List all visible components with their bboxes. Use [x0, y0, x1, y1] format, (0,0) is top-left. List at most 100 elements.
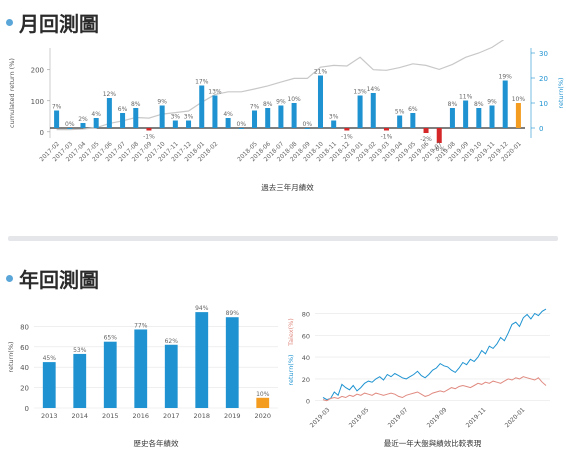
- left-axis-label: cumulated return (%): [8, 58, 16, 128]
- monthly-bar: [291, 103, 297, 128]
- bar-value-label: 12%: [103, 91, 117, 98]
- x-tick-label: 2016: [132, 412, 149, 420]
- bar-value-label: 21%: [314, 69, 328, 76]
- x-tick-label: 2013: [41, 412, 58, 420]
- bar-value-label: 6%: [408, 106, 418, 113]
- monthly-bar: [146, 128, 152, 131]
- bar-value-label: 94%: [195, 305, 209, 312]
- monthly-bar: [502, 80, 508, 128]
- left-tick-label: 200: [31, 67, 44, 75]
- bar-value-label: 45%: [43, 355, 57, 362]
- bar-value-label: 5%: [395, 109, 405, 116]
- right-tick-label: 30: [539, 50, 548, 58]
- monthly-bar: [159, 105, 165, 128]
- bar-value-label: 9%: [157, 99, 167, 106]
- y-axis-label-return: return(%): [287, 354, 295, 385]
- cumulative-return-line: [56, 40, 505, 131]
- bar-value-label: 3%: [184, 114, 194, 121]
- monthly-bar: [397, 115, 403, 128]
- monthly-bar: [172, 120, 178, 128]
- bar-value-label: 11%: [459, 94, 473, 101]
- bar-value-label: 10%: [287, 96, 301, 103]
- taiex-line: [322, 376, 547, 402]
- yearly-bar: [134, 329, 148, 408]
- x-tick-label: 2019-11: [465, 406, 488, 429]
- monthly-bar: [238, 128, 244, 129]
- bar-value-label: 13%: [353, 89, 367, 96]
- yearly-bar: [256, 397, 270, 408]
- bar-value-label: 65%: [104, 335, 118, 342]
- x-axis-label: 最近一年大盤與績效比較表現: [384, 438, 482, 448]
- bar-value-label: 77%: [134, 322, 148, 329]
- y-axis-label-taiex: Taiex(%): [287, 318, 295, 347]
- right-axis-label: return(%): [557, 77, 565, 108]
- monthly-bar: [463, 100, 469, 128]
- bar-value-label: 13%: [208, 89, 222, 96]
- x-tick-label: 2019-03: [309, 406, 332, 429]
- monthly-bar: [357, 95, 363, 128]
- monthly-bar: [344, 128, 350, 131]
- bar-value-label: 8%: [448, 101, 458, 108]
- bar-value-label: 0%: [65, 121, 75, 128]
- monthly-bar: [54, 110, 60, 128]
- yearly-performance-chart: 0 20 40 60 80 return(%) 45% 2013 53% 2014 65% 2015 7…: [7, 305, 278, 448]
- monthly-bar: [370, 93, 376, 128]
- left-tick-label: 100: [31, 98, 44, 106]
- yearly-bar: [42, 362, 56, 408]
- bar-value-label: -1%: [381, 134, 393, 141]
- monthly-bar: [186, 120, 192, 128]
- x-tick-label: 2019-09: [426, 406, 449, 429]
- y-tick-label: 80: [20, 323, 29, 331]
- section-divider: [8, 236, 558, 241]
- yearly-bar: [73, 353, 87, 408]
- right-tick-label: 0: [539, 125, 543, 133]
- bar-value-label: -1%: [341, 134, 353, 141]
- monthly-bar: [436, 128, 442, 143]
- yearly-title: 年回測圖: [19, 268, 99, 292]
- monthly-bar: [410, 113, 416, 128]
- right-tick-label: 20: [539, 75, 548, 83]
- x-axis-label: 過去三年月績效: [261, 182, 314, 192]
- bar-value-label: 8%: [474, 101, 484, 108]
- bar-value-label: 8%: [131, 101, 141, 108]
- bar-value-label: 3%: [329, 114, 339, 121]
- monthly-bar: [212, 95, 218, 128]
- monthly-title: 月回測圖: [19, 12, 99, 36]
- monthly-bar: [278, 105, 284, 128]
- monthly-bar: [120, 113, 126, 128]
- yearly-bar: [164, 344, 178, 408]
- return-line: [322, 308, 547, 401]
- bar-value-label: 2%: [78, 116, 88, 123]
- y-tick-label: 40: [302, 354, 310, 362]
- y-tick-label: 40: [20, 364, 29, 372]
- yearly-bar: [195, 312, 209, 408]
- monthly-bar: [383, 128, 389, 131]
- bar-value-label: 3%: [171, 114, 181, 121]
- x-tick-label: 2015: [102, 412, 119, 420]
- x-axis-label: 歷史各年績效: [134, 438, 179, 448]
- monthly-bar: [80, 123, 86, 128]
- bar-value-label: 7%: [52, 104, 62, 111]
- x-tick-label: 2019-05: [348, 406, 371, 429]
- bar-value-label: 6%: [118, 106, 128, 113]
- bar-value-label: 9%: [487, 99, 497, 106]
- x-tick-label: 2014: [71, 412, 88, 420]
- x-tick-label: 2018: [193, 412, 210, 420]
- yearly-section-title: 年回測圖: [6, 264, 99, 293]
- bar-value-label: 53%: [73, 347, 87, 354]
- y-tick-label: 80: [302, 310, 310, 318]
- yearly-bar: [103, 341, 117, 408]
- bar-value-label: 9%: [276, 99, 286, 106]
- bar-value-label: 8%: [263, 101, 273, 108]
- x-tick-label: 2020-01: [504, 406, 527, 429]
- x-tick-label: 2017: [163, 412, 180, 420]
- bullet-icon: [6, 275, 13, 282]
- bar-value-label: 10%: [256, 391, 270, 398]
- y-tick-label: 60: [20, 344, 29, 352]
- y-tick-label: 20: [302, 376, 310, 384]
- monthly-bar: [317, 75, 323, 128]
- y-tick-label: 60: [302, 332, 310, 340]
- bar-value-label: -6%: [433, 146, 445, 153]
- monthly-bar: [304, 128, 310, 129]
- monthly-bar: [265, 108, 271, 128]
